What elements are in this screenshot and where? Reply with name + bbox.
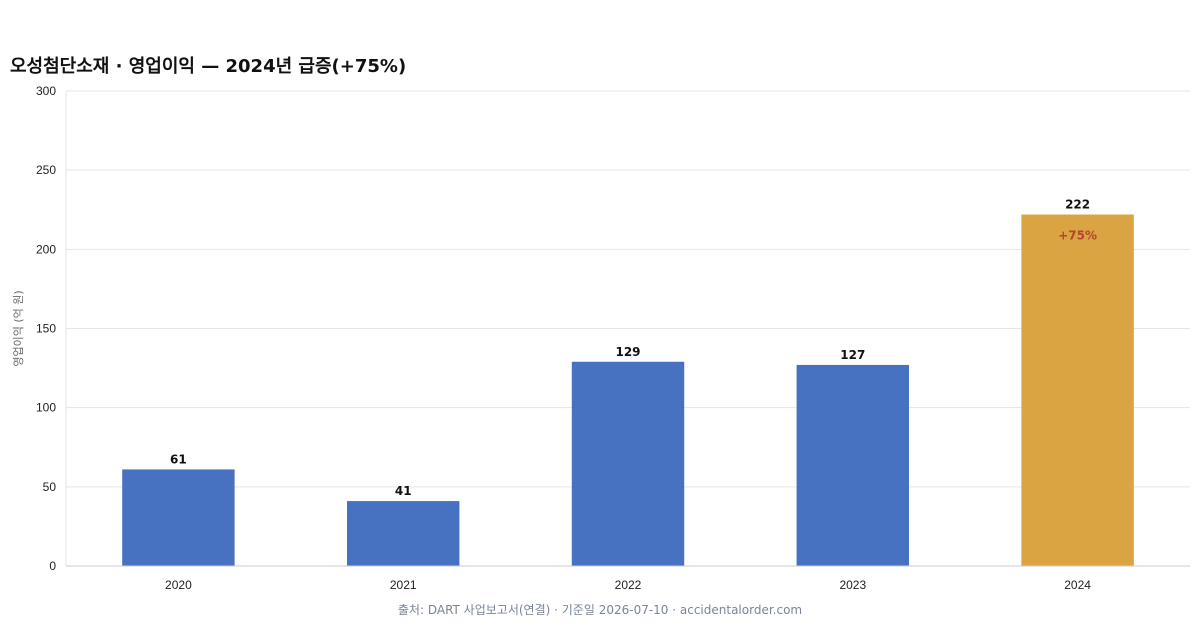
data-label-2022: 129 <box>615 345 640 359</box>
x-tick-label: 2022 <box>615 578 642 592</box>
growth-annotation: +75% <box>1058 229 1097 243</box>
x-axis-ticks: 2020 2021 2022 2023 2024 <box>165 578 1091 592</box>
bar-2023 <box>796 364 909 566</box>
chart-title: 오성첨단소재 · 영업이익 — 2024년 급증(+75%) <box>10 56 407 77</box>
bar-2020 <box>122 469 235 566</box>
data-label-2020: 61 <box>170 452 187 466</box>
x-tick-label: 2021 <box>390 578 417 592</box>
y-tick-label: 150 <box>36 322 56 336</box>
bar-2021 <box>347 501 460 566</box>
y-tick-label: 0 <box>49 559 56 573</box>
bar-2024 <box>1021 214 1134 566</box>
bar-2022 <box>571 361 685 566</box>
x-tick-label: 2023 <box>839 578 866 592</box>
x-tick-label: 2020 <box>165 578 192 592</box>
y-axis-ticks: 0 50 100 150 200 250 300 <box>36 84 56 573</box>
y-axis-title: 영업이익 (억 원) <box>12 290 25 366</box>
y-tick-label: 200 <box>36 242 56 256</box>
y-tick-label: 50 <box>43 480 57 494</box>
source-note: 출처: DART 사업보고서(연결) · 기준일 2026-07-10 · ac… <box>397 603 803 617</box>
data-label-2021: 41 <box>395 484 412 498</box>
y-tick-label: 100 <box>36 401 56 415</box>
bars <box>122 214 1134 566</box>
data-label-2024: 222 <box>1065 198 1090 212</box>
y-tick-label: 300 <box>36 84 56 98</box>
data-labels: 61 41 129 127 222 +75% <box>170 198 1097 499</box>
y-tick-label: 250 <box>36 163 56 177</box>
data-label-2023: 127 <box>840 348 865 362</box>
x-tick-label: 2024 <box>1064 578 1091 592</box>
